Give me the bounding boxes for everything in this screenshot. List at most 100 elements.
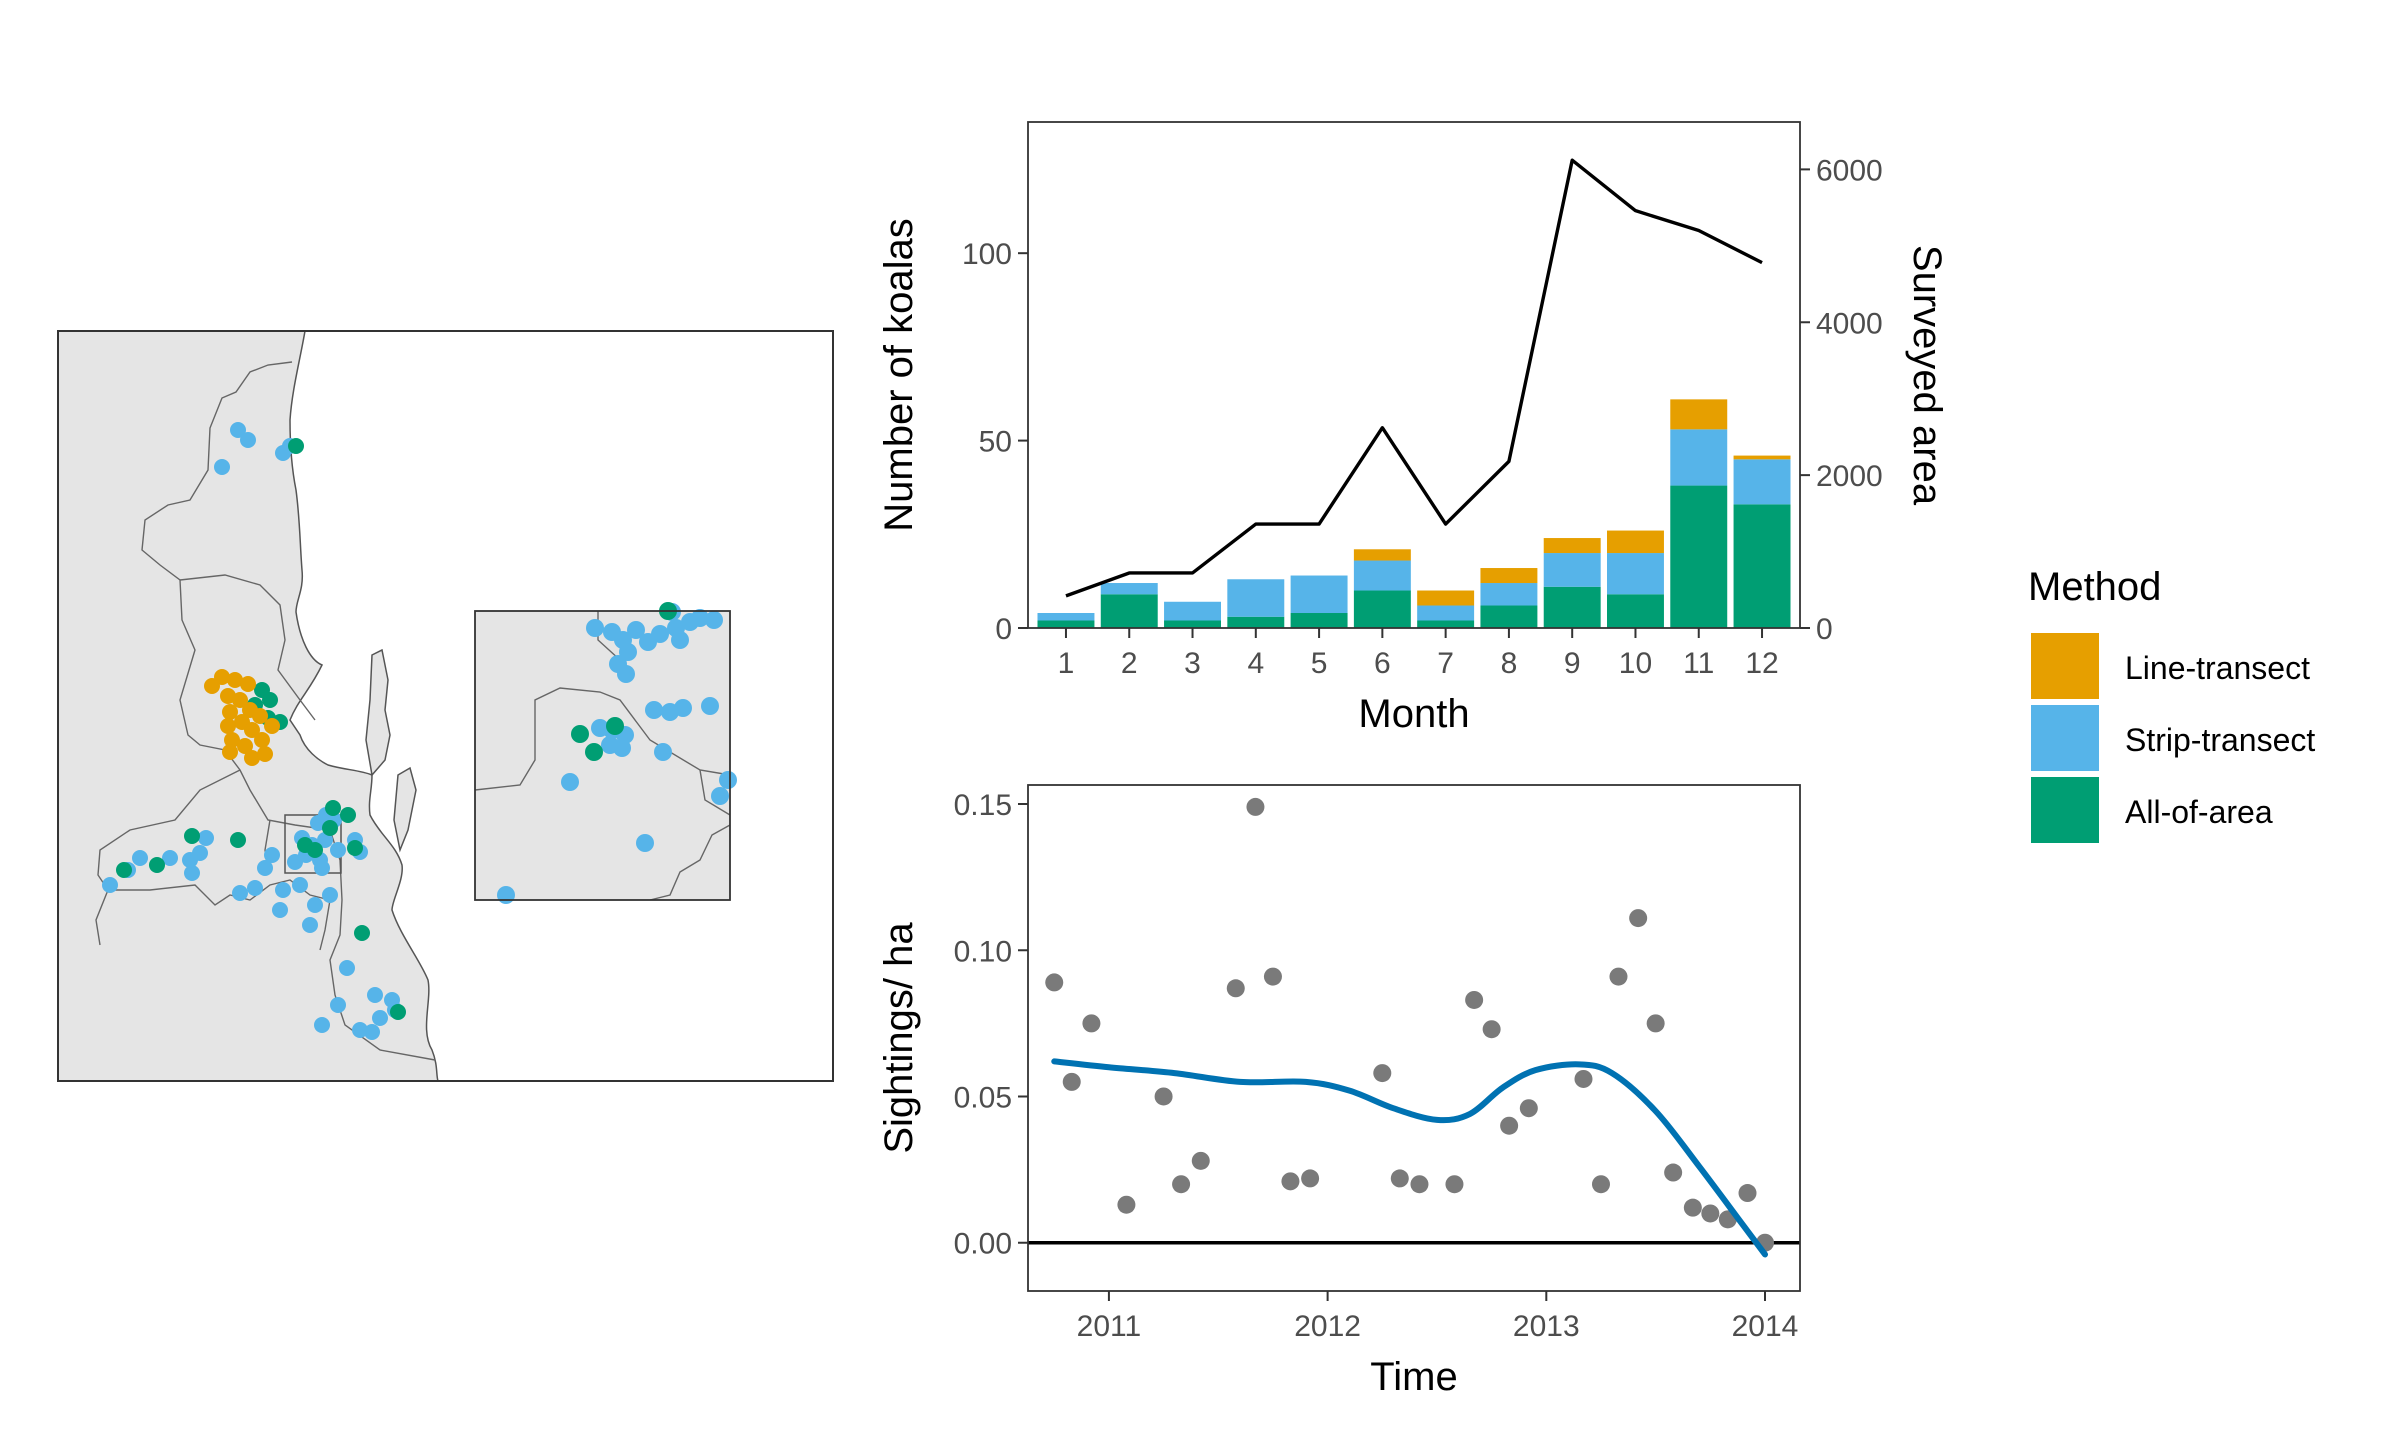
scatter-point	[1465, 990, 1484, 1009]
bar-month-9-all-of-area	[1543, 586, 1601, 628]
bar-month-12-strip-transect	[1733, 459, 1791, 505]
inset-land	[475, 611, 730, 900]
scatter-point	[1062, 1072, 1081, 1091]
bar-x-tick-label: 3	[1184, 647, 1201, 680]
map-island-south	[393, 766, 417, 853]
scatter-point	[1519, 1099, 1538, 1118]
bar-x-tick-label: 7	[1437, 647, 1454, 680]
bar-month-11-strip-transect	[1670, 429, 1728, 486]
bar-month-6-line-transect	[1353, 549, 1411, 561]
scatter-point	[1629, 909, 1648, 928]
scatter-point	[1082, 1014, 1101, 1033]
bar-month-9-strip-transect	[1543, 553, 1601, 587]
scatter-point	[1738, 1184, 1757, 1203]
scatter-point	[1226, 979, 1245, 998]
legend-swatch-line-transect	[2031, 633, 2099, 699]
scatter-point	[1482, 1020, 1501, 1039]
bar-month-8-strip-transect	[1480, 583, 1538, 606]
scatter-point	[1154, 1087, 1173, 1106]
bar-month-2-all-of-area	[1100, 594, 1158, 628]
bar-month-12-all-of-area	[1733, 504, 1791, 628]
bar-x-tick-label: 11	[1683, 647, 1714, 680]
bar-month-11-all-of-area	[1670, 485, 1728, 628]
legend-label-line-transect: Line-transect	[2125, 650, 2310, 686]
bar-month-12-line-transect	[1733, 455, 1791, 460]
scatter-point	[1390, 1169, 1409, 1188]
scatter-point	[1172, 1175, 1191, 1194]
bar-y-axis-title: Number of koalas	[877, 218, 921, 531]
scatter-x-tick-label: 2014	[1732, 1310, 1799, 1343]
map-points	[102, 422, 406, 1040]
bar-month-4-all-of-area	[1227, 616, 1285, 628]
bar-month-9-line-transect	[1543, 538, 1601, 554]
bar-y-tick-label: 100	[962, 238, 1012, 271]
scatter-point	[1701, 1204, 1720, 1223]
scatter-point	[1263, 967, 1282, 986]
bar-month-3-all-of-area	[1164, 620, 1221, 628]
bar-y2-axis-title: Surveyed area	[1905, 245, 1949, 506]
bar-month-7-line-transect	[1417, 590, 1475, 606]
scatter-y-tick-label: 0.15	[954, 789, 1012, 822]
legend: Method Line-transect Strip-transect All-…	[2028, 565, 2315, 843]
map-points-line-transect	[204, 669, 280, 766]
bar-y2-tick-label: 4000	[1816, 307, 1883, 340]
legend-label-all-of-area: All-of-area	[2125, 794, 2273, 830]
scatter-y-axis-title: Sightings/ ha	[877, 922, 921, 1154]
bar-month-1-strip-transect	[1037, 613, 1095, 621]
scatter-point	[1445, 1175, 1464, 1194]
map-boundaries	[95, 361, 436, 1061]
scatter-x-tick-label: 2011	[1077, 1310, 1142, 1343]
bar-month-8-line-transect	[1480, 568, 1538, 584]
scatter-y-tick-label: 0.00	[954, 1228, 1012, 1261]
scatter-point	[1045, 973, 1064, 992]
scatter-point	[1301, 1169, 1320, 1188]
bar-x-tick-label: 9	[1564, 647, 1581, 680]
legend-label-strip-transect: Strip-transect	[2125, 722, 2315, 758]
bar-x-tick-label: 6	[1374, 647, 1391, 680]
map-frame	[57, 330, 834, 1082]
scatter-y-tick-label: 0.05	[954, 1081, 1012, 1114]
bar-y2-tick-label: 2000	[1816, 460, 1883, 493]
scatter-plot-bg	[1028, 785, 1800, 1291]
bar-x-tick-label: 12	[1745, 647, 1778, 680]
bar-y-tick-label: 0	[995, 613, 1012, 646]
scatter-point	[1646, 1014, 1665, 1033]
scatter-point	[1664, 1163, 1683, 1182]
scatter-point	[1373, 1064, 1392, 1083]
scatter-x-tick-label: 2012	[1294, 1310, 1361, 1343]
bar-y-tick-label: 50	[979, 426, 1012, 459]
scatter-point	[1191, 1151, 1210, 1170]
scatter-point	[1246, 797, 1265, 816]
bar-y-axis: 0 50 100	[962, 238, 1028, 646]
inset-frame	[474, 610, 731, 901]
scatter-y-axis: 0.00 0.05 0.10 0.15	[954, 789, 1028, 1261]
bar-x-tick-label: 10	[1619, 647, 1652, 680]
scatter-point	[1500, 1116, 1519, 1135]
bar-month-8-all-of-area	[1480, 605, 1538, 628]
bar-month-6-strip-transect	[1353, 560, 1411, 591]
bar-x-axis-title: Month	[1358, 692, 1469, 736]
bar-month-10-strip-transect	[1607, 553, 1664, 595]
bar-month-10-all-of-area	[1607, 594, 1664, 628]
scatter-point	[1281, 1172, 1300, 1191]
bar-x-tick-label: 2	[1121, 647, 1138, 680]
bar-month-4-strip-transect	[1227, 579, 1285, 617]
bar-month-7-all-of-area	[1417, 620, 1475, 628]
bar-month-7-strip-transect	[1417, 605, 1475, 621]
map-island	[365, 648, 391, 777]
scatter-frame	[1027, 784, 1801, 1292]
surveyed-area-line	[1065, 158, 1763, 598]
bar-month-11-line-transect	[1670, 399, 1728, 430]
scatter-y-tick-label: 0.10	[954, 935, 1012, 968]
scatter-point	[1683, 1198, 1702, 1217]
scatter-point	[1609, 967, 1628, 986]
bar-x-tick-label: 1	[1058, 647, 1075, 680]
bar-month-3-strip-transect	[1164, 601, 1221, 621]
scatter-point	[1410, 1175, 1429, 1194]
scatter-x-tick-label: 2013	[1513, 1310, 1580, 1343]
bar-y2-axis: 0 2000 4000 6000	[1800, 154, 1883, 646]
map-panel	[57, 330, 834, 1082]
bar-x-axis: 1 2 3 4 5 6 7 8 9 10 11 12	[1058, 628, 1779, 680]
bar-y2-tick-label: 6000	[1816, 154, 1883, 187]
